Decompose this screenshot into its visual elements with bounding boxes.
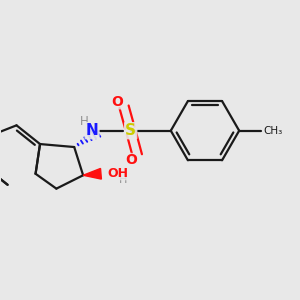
Text: O: O <box>111 95 123 110</box>
Text: H: H <box>80 115 89 128</box>
Polygon shape <box>83 168 101 179</box>
Text: N: N <box>86 123 98 138</box>
Text: H: H <box>119 175 127 185</box>
Text: OH: OH <box>107 167 128 180</box>
Text: CH₃: CH₃ <box>264 126 283 136</box>
Text: S: S <box>125 123 136 138</box>
Text: O: O <box>126 153 137 167</box>
